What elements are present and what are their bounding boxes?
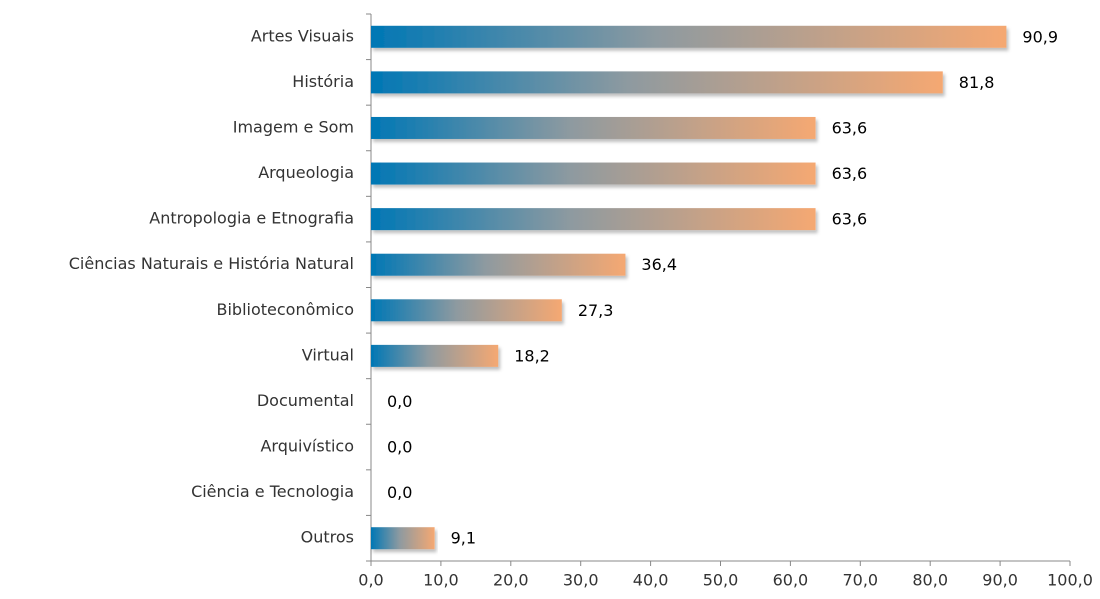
bar — [371, 25, 1007, 48]
bar — [371, 527, 435, 550]
y-tick-label: História — [292, 72, 354, 91]
value-label: 27,3 — [578, 301, 614, 320]
bar — [371, 344, 499, 367]
bar — [371, 162, 816, 185]
value-label: 81,8 — [959, 73, 995, 92]
bar — [371, 71, 943, 94]
y-tick-label: Arquivístico — [260, 437, 354, 456]
bar — [371, 299, 562, 322]
y-tick-label: Biblioteconômico — [216, 300, 354, 319]
x-tick-label: 10,0 — [423, 571, 459, 590]
y-tick-label: Virtual — [302, 345, 354, 364]
value-label: 0,0 — [387, 438, 412, 457]
value-label: 36,4 — [641, 255, 677, 274]
y-tick-label: Outros — [301, 528, 354, 547]
value-label: 63,6 — [832, 164, 868, 183]
value-label: 0,0 — [387, 483, 412, 502]
x-tick-label: 30,0 — [563, 571, 599, 590]
x-tick-label: 0,0 — [358, 571, 383, 590]
value-label: 63,6 — [832, 210, 868, 229]
value-label: 0,0 — [387, 392, 412, 411]
value-label: 90,9 — [1022, 27, 1058, 46]
value-label: 18,2 — [514, 346, 550, 365]
x-tick-label: 80,0 — [912, 571, 948, 590]
y-tick-label: Imagem e Som — [233, 117, 354, 136]
y-tick-label: Documental — [257, 391, 354, 410]
x-tick-label: 90,0 — [982, 571, 1018, 590]
value-label: 63,6 — [832, 118, 868, 137]
x-tick-label: 50,0 — [703, 571, 739, 590]
y-tick-label: Antropologia e Etnografia — [149, 209, 354, 228]
bar — [371, 208, 816, 231]
y-tick-label: Ciência e Tecnologia — [191, 482, 354, 501]
value-label: 9,1 — [451, 529, 476, 548]
x-tick-label: 100,0 — [1047, 571, 1093, 590]
y-tick-label: Artes Visuais — [251, 26, 354, 45]
y-tick-label: Arqueologia — [258, 163, 354, 182]
x-tick-label: 60,0 — [773, 571, 809, 590]
bar — [371, 253, 626, 276]
x-tick-label: 70,0 — [842, 571, 878, 590]
x-tick-label: 40,0 — [633, 571, 669, 590]
bar — [371, 116, 816, 139]
x-tick-label: 20,0 — [493, 571, 529, 590]
y-tick-label: Ciências Naturais e História Natural — [69, 254, 354, 273]
